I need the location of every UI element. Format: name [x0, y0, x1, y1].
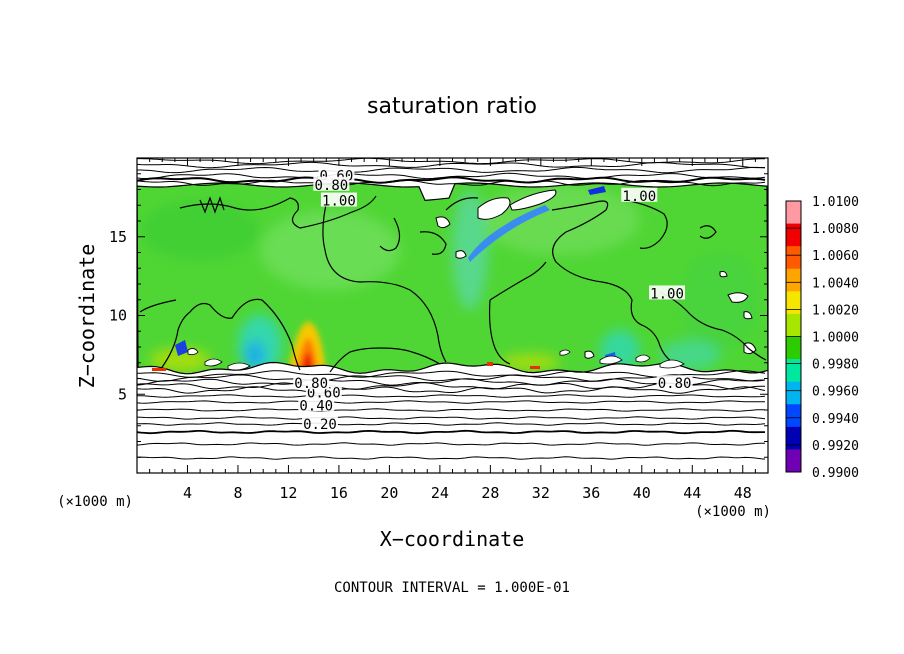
colorbar-swatch	[786, 336, 801, 360]
colorbar-label: 1.0080	[812, 222, 859, 237]
low-contour-line	[137, 422, 766, 426]
colorbar-swatch	[786, 268, 801, 292]
contour-label-bg	[293, 375, 330, 390]
x-tick-label: 24	[431, 484, 449, 502]
x-tick-label: 36	[582, 484, 600, 502]
contour-label-bg	[301, 416, 338, 431]
colorbar-label: 0.9900	[812, 466, 859, 481]
x-unit-label: (×1000 m)	[695, 504, 771, 520]
colorbar-swatch	[786, 449, 801, 473]
x-tick-label: 16	[330, 484, 348, 502]
x-tick-labels: 4 8 12 16 20 24 28 32 36 40 44 48	[183, 484, 752, 502]
contour-label: 1.00	[322, 194, 356, 210]
cloud-contours	[139, 195, 767, 373]
axis-ticks	[137, 158, 768, 473]
x-axis-label: X−coordinate	[380, 527, 525, 551]
y-tick-label: 5	[118, 385, 127, 403]
contour-labels: 0.200.400.600.80 0.800.600.801.00 1.001.00	[293, 167, 693, 433]
colorbar-swatch	[786, 291, 801, 315]
x-tick-label: 12	[279, 484, 297, 502]
low-contour-line	[137, 408, 765, 412]
y-tick-label: 10	[109, 307, 127, 325]
top-contour-line	[137, 176, 766, 184]
colorbar-swatch	[786, 223, 801, 247]
colorbar-swatch	[786, 246, 801, 270]
contour-label-bg	[656, 375, 693, 390]
contour-label-bg	[649, 285, 686, 300]
contour-interval-note: CONTOUR INTERVAL = 1.000E-01	[334, 580, 570, 596]
colorbar-label: 1.0100	[812, 195, 859, 210]
colorbar-swatch	[786, 359, 801, 383]
contour-label: 0.80	[294, 376, 328, 392]
colorbar-label: 1.0060	[812, 249, 859, 264]
cloud-field	[137, 183, 768, 374]
low-contour-line	[137, 394, 766, 398]
cloud-base-red-flecks	[152, 362, 540, 371]
cloud-blue-edges	[175, 186, 616, 362]
colorbar-label: 0.9920	[812, 439, 859, 454]
contour-label-bg	[621, 187, 658, 202]
colorbar-label: 1.0000	[812, 331, 859, 346]
contour-label: 0.20	[303, 417, 337, 433]
y-tick-label: 15	[109, 228, 127, 246]
colorbar-swatch	[786, 201, 801, 225]
colorbar-label: 0.9960	[812, 385, 859, 400]
cloud-hot-core	[288, 322, 326, 372]
colorbar-swatch	[786, 426, 801, 450]
x-tick-label: 20	[380, 484, 398, 502]
colorbar: 1.0100 1.0080 1.0060 1.0040 1.0020 1.0000 0.99…	[785, 195, 859, 481]
plot-area	[137, 158, 768, 473]
chart-title: saturation ratio	[367, 94, 537, 119]
x-tick-label: 28	[481, 484, 499, 502]
contour-label: 0.60	[307, 386, 341, 402]
contour-label: 0.80	[658, 376, 692, 392]
x-tick-label: 40	[633, 484, 651, 502]
cloud-base-specks	[187, 348, 685, 371]
colorbar-swatch	[786, 381, 801, 405]
contour-label: 0.40	[299, 398, 333, 414]
cloud-holes	[435, 189, 757, 359]
low-contour-line	[137, 429, 765, 435]
colorbar-swatch	[786, 404, 801, 428]
contour-label: 0.80	[314, 178, 348, 194]
x-tick-label: 4	[183, 484, 192, 502]
low-contour-line	[137, 386, 766, 394]
colorbar-label: 1.0040	[812, 276, 859, 291]
y-tick-labels: 5 10 15	[109, 228, 127, 404]
contour-label: 1.00	[622, 189, 656, 205]
y-axis-label: Z−coordinate	[75, 244, 99, 389]
contour-label-bg	[298, 397, 335, 412]
y-unit-label: (×1000 m)	[57, 494, 133, 510]
low-contour-line	[137, 456, 766, 460]
low-contour-line	[137, 400, 765, 404]
contour-label-bg	[320, 192, 357, 207]
contour-label: 1.00	[650, 286, 684, 302]
low-contour-line	[137, 442, 766, 446]
low-contour-line	[137, 416, 766, 420]
contour-label-bg	[313, 176, 350, 191]
colorbar-label: 0.9940	[812, 412, 859, 427]
x-tick-label: 48	[734, 484, 752, 502]
top-contour-line	[137, 161, 766, 169]
x-tick-label: 8	[233, 484, 242, 502]
top-contour-line	[137, 166, 766, 174]
x-tick-label: 44	[683, 484, 701, 502]
colorbar-swatch	[786, 313, 801, 337]
colorbar-label: 1.0020	[812, 303, 859, 318]
x-tick-label: 32	[532, 484, 550, 502]
colorbar-label: 0.9980	[812, 358, 859, 373]
